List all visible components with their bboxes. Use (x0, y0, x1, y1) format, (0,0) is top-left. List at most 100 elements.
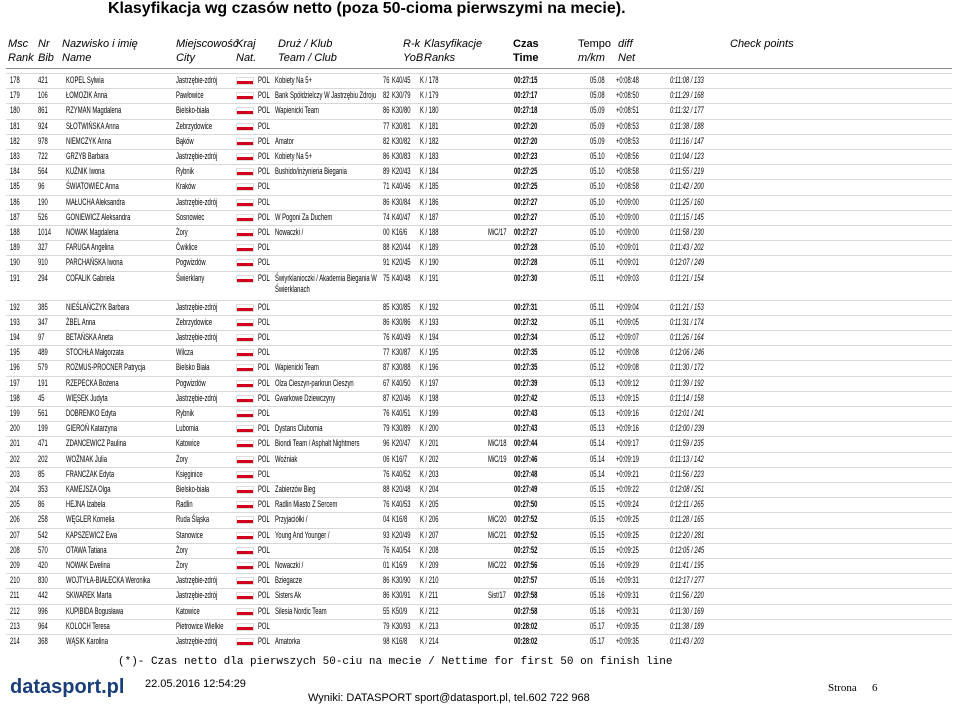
cell: WOJTYŁA-BIAŁECKA Weronika (66, 575, 151, 586)
row-separator (6, 603, 952, 605)
cell: K30/85 (392, 301, 411, 312)
cell: 0:11:30 / 172 (670, 362, 704, 373)
cell: 05.12 (590, 332, 605, 342)
cell: +0:09:25 (616, 514, 639, 525)
cell: K20/47 (392, 438, 411, 449)
cell: NOWAK Magdalena (66, 227, 119, 237)
cell: 05.15 (590, 529, 605, 540)
cell: Gwarkowe Dziewczyny (275, 392, 336, 403)
cell: 190 (38, 196, 48, 207)
cell: POL (258, 453, 270, 464)
cell: +0:09:35 (616, 620, 639, 631)
row-separator (6, 390, 952, 392)
cell: 258 (38, 514, 48, 525)
cell: ROZMUS-PROCNER Patrycja (66, 362, 146, 373)
row-separator (6, 149, 952, 150)
cell: 924 (38, 120, 48, 131)
cell: POL (258, 211, 270, 222)
cell: 0:11:16 / 147 (670, 135, 704, 146)
cell: K40/49 (392, 332, 411, 342)
cell: +0:09:08 (616, 347, 639, 358)
cell: 05.14 (590, 468, 605, 479)
cell: K / 195 (420, 347, 439, 358)
cell: Świyrklanioczki / Akademia Biegania W Św… (275, 272, 377, 294)
cell: 830 (38, 575, 48, 586)
row-separator (6, 573, 952, 575)
column-header: Bib (38, 52, 54, 64)
row-separator (6, 360, 952, 362)
cell: Sosnowiec (176, 211, 205, 222)
cell: 98 (383, 636, 390, 646)
cell: SŁOTWIŃSKA Anna (66, 120, 120, 131)
cell: POL (258, 120, 270, 131)
cell: K / 194 (420, 332, 439, 342)
flag (236, 531, 254, 540)
cell: 00:27:17 (514, 90, 538, 101)
cell: K / 199 (420, 408, 439, 418)
cell: +0:09:16 (616, 423, 639, 434)
cell: 00:27:56 (514, 560, 538, 570)
cell: 00:27:46 (514, 453, 538, 464)
cell: 05.13 (590, 423, 605, 434)
cell: K / 201 (420, 438, 439, 449)
cell: K / 214 (420, 636, 439, 646)
flag (236, 501, 254, 510)
flag (236, 577, 254, 586)
cell: +0:08:56 (616, 151, 639, 161)
cell: 00:27:52 (514, 544, 538, 555)
flag (236, 334, 254, 342)
flag (236, 183, 254, 192)
row-separator (6, 255, 952, 257)
cell: 05.09 (590, 105, 605, 116)
cell: Księginice (176, 468, 203, 479)
cell: K16/9 (392, 560, 408, 570)
cell: 05.09 (590, 135, 605, 146)
cell: POL (258, 484, 270, 494)
cell: Bąków (176, 135, 194, 146)
contact: Wyniki: DATASPORT sport@datasport.pl, te… (308, 692, 590, 704)
row-separator (6, 542, 952, 544)
row-separator (6, 194, 952, 196)
cell: 00:27:42 (514, 392, 538, 403)
row-separator (6, 618, 952, 620)
cell: COFALIK Gabriela (66, 272, 115, 283)
cell: POL (258, 438, 270, 449)
cell: 00:27:43 (514, 408, 538, 418)
cell: K40/47 (392, 211, 411, 222)
column-header: Rank (8, 52, 34, 64)
cell: Jastrzębie-zdrój (176, 575, 218, 586)
cell: 00:27:44 (514, 438, 538, 449)
column-header: Nazwisko i imię (62, 38, 138, 50)
cell: 00:27:20 (514, 135, 538, 146)
cell: 978 (38, 135, 48, 146)
cell: 327 (38, 242, 48, 253)
cell: POL (258, 499, 270, 510)
cell: GIEROŃ Katarzyna (66, 423, 118, 434)
flag (236, 410, 254, 418)
logo: datasport.pl (10, 676, 125, 698)
flag (236, 440, 254, 449)
cell: Żory (176, 560, 188, 570)
cell: 00:27:43 (514, 423, 538, 434)
cell: 0:11:21 / 154 (670, 272, 704, 283)
cell: Jastrzębie-zdrój (176, 301, 218, 312)
cell: 00:27:49 (514, 484, 538, 494)
header-rule (6, 68, 952, 69)
cell: 0:11:29 / 168 (670, 90, 704, 101)
cell: 184 (10, 166, 20, 177)
cell: 04 (383, 514, 390, 525)
column-header: Check points (730, 38, 794, 50)
cell: K / 209 (420, 560, 439, 570)
cell: Ruda Śląska (176, 514, 210, 525)
column-header: Czas (513, 38, 539, 50)
cell: 79 (383, 620, 390, 631)
cell: 0:11:14 / 158 (670, 392, 704, 403)
flag (236, 259, 254, 268)
cell: WĄSIK Karolina (66, 636, 108, 646)
cell: +0:08:58 (616, 181, 639, 192)
cell: 210 (10, 575, 20, 586)
cell: 570 (38, 544, 48, 555)
cell: WĘGLER Kornelia (66, 514, 115, 525)
cell: 05.17 (590, 636, 605, 646)
cell: 996 (38, 605, 48, 616)
